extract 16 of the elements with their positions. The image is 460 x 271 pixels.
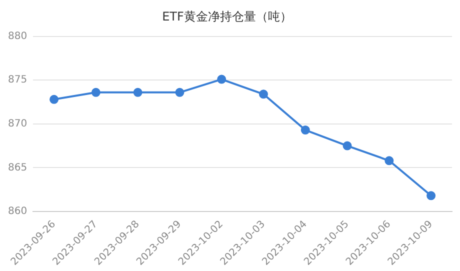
point [258,90,268,99]
y-tick-label: 860 [8,206,28,218]
point [217,74,226,84]
point [133,88,142,97]
point [426,191,436,200]
point [91,88,100,97]
point [342,141,352,150]
chart-title: ETF黄金净持仓量（吨） [162,9,292,24]
point [50,94,59,104]
y-tick-label: 875 [8,74,28,86]
point [175,88,184,97]
y-tick-label: 865 [8,162,28,174]
point [384,156,394,166]
point [300,126,310,135]
y-tick-label: 870 [8,118,28,130]
y-tick-label: 880 [8,30,28,42]
